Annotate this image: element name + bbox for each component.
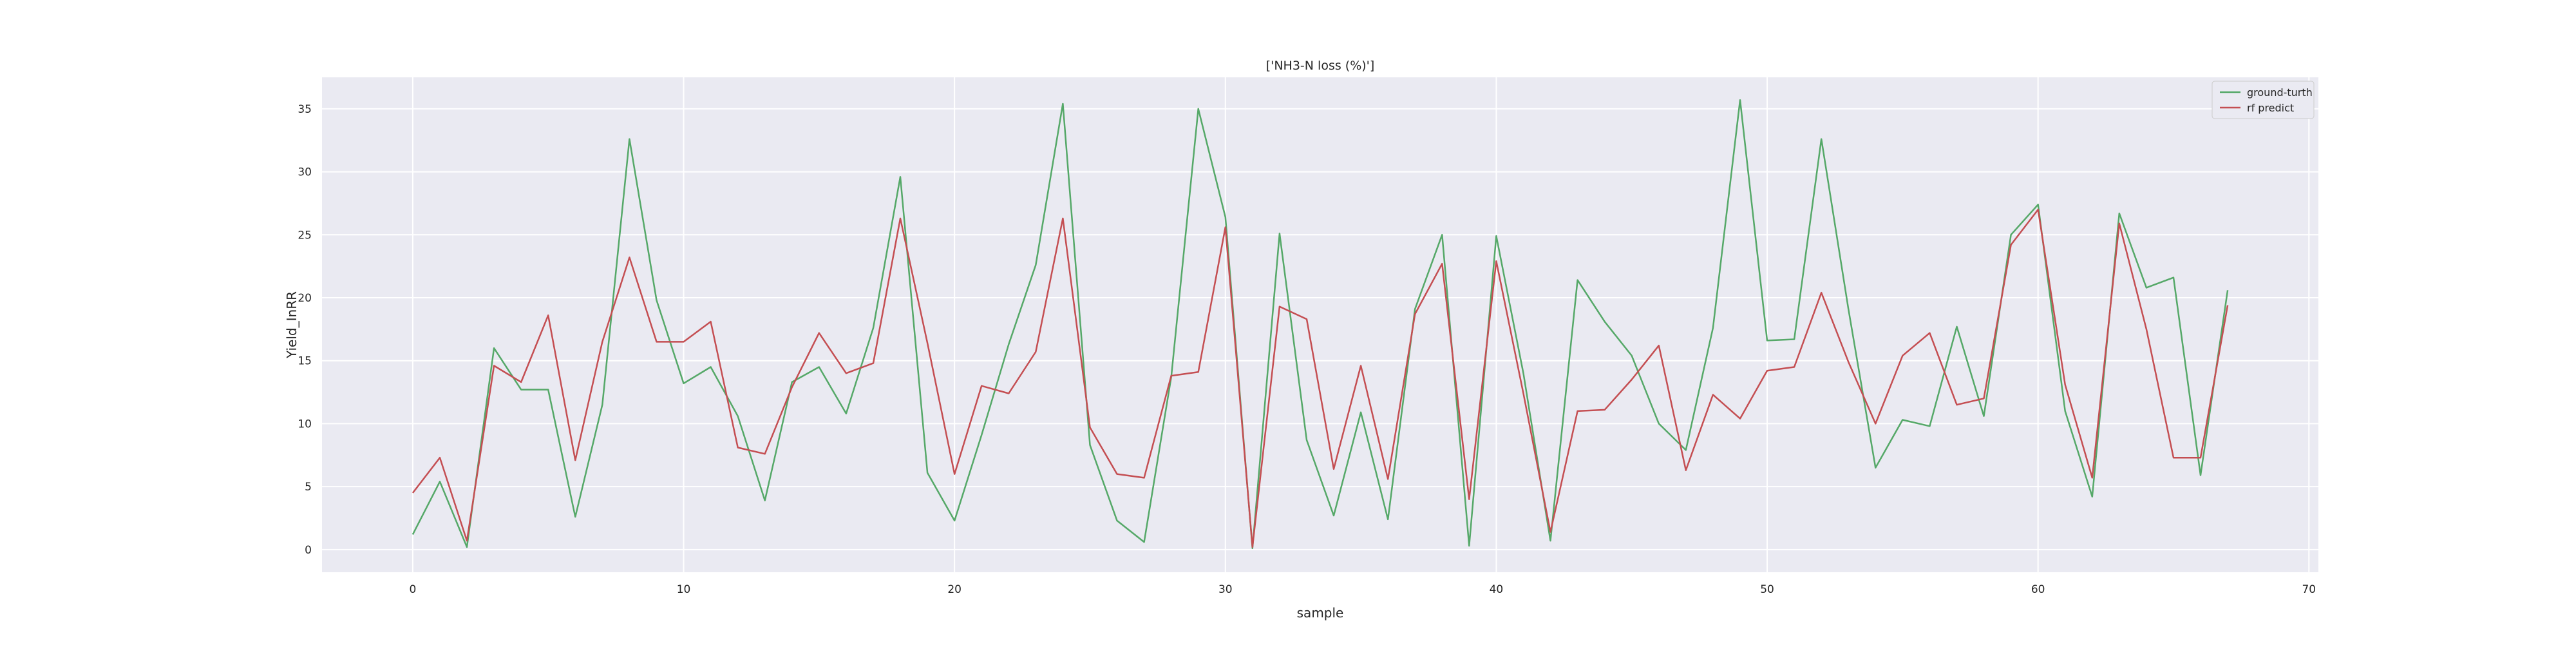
x-tick-label: 70: [2302, 583, 2316, 596]
legend-label: ground-turth: [2247, 86, 2313, 99]
y-tick-label: 20: [298, 292, 312, 305]
x-tick-label: 30: [1218, 583, 1233, 596]
grid: [322, 77, 2318, 572]
legend: ground-turth rf predict: [2211, 81, 2315, 119]
x-tick-label: 10: [677, 583, 691, 596]
series-line: [412, 208, 2229, 548]
plot-area: [322, 77, 2318, 572]
x-tick-label: 20: [947, 583, 961, 596]
y-tick-label: 10: [298, 418, 312, 430]
x-axis-label: sample: [1297, 605, 1344, 621]
series-line: [412, 99, 2229, 550]
series-lines: [412, 99, 2229, 550]
y-tick-label: 35: [298, 103, 312, 116]
legend-box: [2211, 81, 2315, 119]
y-tick-label: 15: [298, 355, 312, 368]
x-tick-label: 0: [409, 583, 416, 596]
y-tick-label: 30: [298, 166, 312, 179]
y-tick-label: 25: [298, 229, 312, 242]
x-tick-label: 60: [2031, 583, 2045, 596]
y-tick-label: 5: [305, 481, 312, 494]
legend-label: rf predict: [2247, 102, 2294, 114]
axes: 0 10 20 30 40 50 60 70 0 5 10 15 20 25 30 35: [298, 103, 2316, 596]
y-tick-label: 0: [305, 544, 312, 557]
x-tick-label: 50: [1760, 583, 1774, 596]
x-tick-label: 40: [1490, 583, 1504, 596]
chart-title: ['NH3-N loss (%)']: [1266, 59, 1375, 73]
y-axis-label: Yield_InRR: [284, 291, 299, 359]
